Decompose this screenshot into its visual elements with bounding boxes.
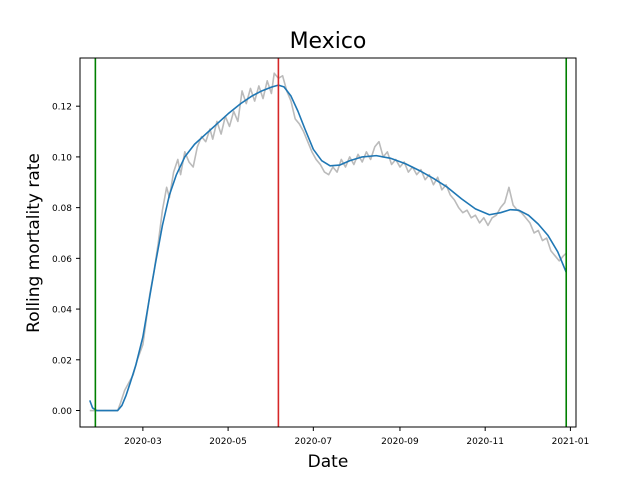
y-tick-label: 0.04: [52, 306, 72, 316]
y-tick-label: 0.00: [52, 407, 72, 417]
series-line-1: [89, 84, 567, 412]
chart-title: Mexico: [290, 29, 367, 54]
x-tick-label: 2020-11: [466, 437, 504, 447]
y-tick-label: 0.06: [52, 255, 72, 265]
vline-layer: [94, 58, 568, 427]
y-tick-label: 0.08: [52, 204, 72, 214]
x-tick-label: 2020-05: [209, 437, 247, 447]
x-tick-label: 2021-01: [552, 437, 590, 447]
x-tick-label: 2020-07: [295, 437, 333, 447]
y-tick-label: 0.10: [52, 153, 72, 163]
series-line-0: [89, 72, 567, 412]
x-tick-label: 2020-03: [124, 437, 162, 447]
series-layer: [89, 72, 567, 412]
x-tick-label: 2020-09: [381, 437, 419, 447]
x-axis-label: Date: [308, 452, 349, 472]
y-tick-label: 0.12: [52, 103, 72, 113]
plot-frame: [79, 57, 577, 428]
y-tick-label: 0.02: [52, 356, 72, 366]
y-ticks: 0.00 0.02 0.04 0.06 0.08 0.10 0.12: [52, 103, 80, 417]
x-ticks: 2020-03 2020-05 2020-07 2020-09 2020-11 2021-…: [124, 427, 589, 447]
y-axis-label: Rolling mortality rate: [24, 153, 44, 333]
